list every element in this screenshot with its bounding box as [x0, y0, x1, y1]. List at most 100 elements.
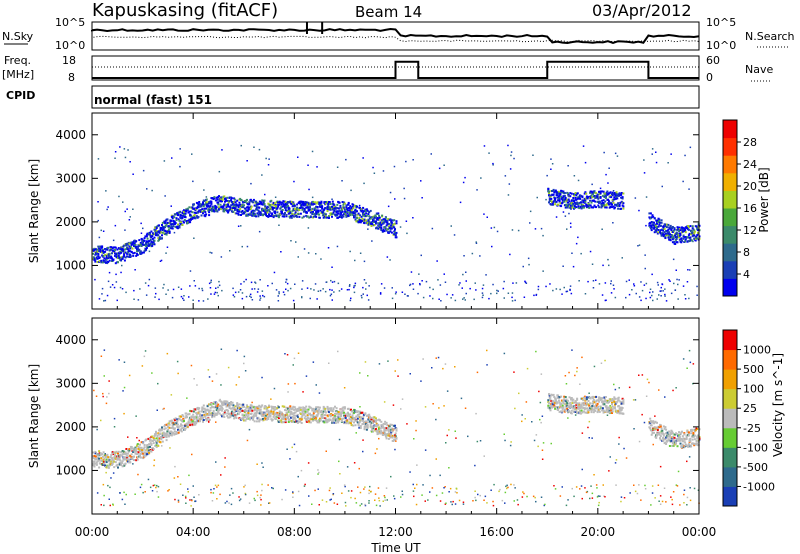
echo-cell: [271, 212, 274, 215]
echo-cell: [140, 244, 143, 247]
echo-cell: [573, 406, 576, 409]
echo-cell: [672, 235, 675, 238]
echo-cell: [221, 200, 223, 202]
echo-cell: [369, 423, 372, 426]
echo-cell: [589, 199, 591, 202]
echo-cell: [612, 190, 615, 192]
echo-cell: [372, 422, 374, 425]
echo-cell: [284, 417, 286, 419]
echo-cell: [268, 404, 270, 407]
echo-cell: [599, 192, 602, 195]
echo-cell: [347, 202, 350, 205]
echo-cell: [589, 408, 591, 411]
echo-cell: [208, 214, 211, 217]
echo-cell: [244, 408, 247, 411]
echo-cell: [232, 210, 235, 213]
echo-cell: [186, 424, 189, 427]
echo-cell: [340, 418, 343, 421]
echo-cell: [326, 420, 329, 423]
echo-cell: [579, 412, 582, 415]
echo-cell: [333, 280, 336, 283]
echo-cell: [581, 206, 584, 209]
echo-cell: [158, 298, 160, 301]
echo-cell: [326, 208, 329, 211]
echo-cell: [136, 453, 138, 456]
echo-cell: [122, 453, 125, 456]
echo-cell: [192, 416, 195, 419]
echo-cell: [595, 192, 598, 195]
echo-cell: [597, 405, 600, 408]
echo-cell: [277, 295, 279, 297]
echo-cell: [617, 396, 620, 399]
echo-cell: [309, 208, 311, 211]
echo-cell: [657, 231, 660, 234]
echo-cell: [360, 215, 363, 218]
echo-cell: [105, 258, 108, 261]
echo-cell: [230, 204, 233, 207]
freq-traces: [92, 60, 699, 79]
echo-cell: [503, 280, 505, 283]
echo-cell: [608, 408, 611, 411]
echo-cell: [665, 230, 668, 232]
echo-cell: [387, 437, 390, 440]
echo-cell: [266, 211, 269, 214]
echo-cell: [337, 210, 340, 213]
echo-cell: [678, 238, 681, 241]
echo-cell: [590, 194, 593, 197]
echo-cell: [250, 210, 253, 213]
echo-cell: [296, 413, 299, 416]
echo-cell: [612, 201, 615, 204]
echo-cell: [224, 209, 226, 211]
echo-cell: [691, 227, 694, 230]
echo-cell: [274, 418, 277, 420]
echo-cell: [315, 202, 318, 205]
echo-cell: [300, 418, 303, 421]
echo-cell: [528, 263, 530, 266]
echo-cell: [213, 401, 216, 404]
echo-cell: [253, 214, 256, 217]
echo-cell: [235, 409, 238, 412]
echo-cell: [179, 214, 182, 216]
echo-cell: [108, 464, 111, 467]
echo-cell: [611, 412, 613, 414]
echo-cell: [299, 206, 302, 209]
echo-cell: [234, 405, 237, 408]
echo-cell: [155, 441, 158, 444]
echo-cell: [138, 248, 141, 251]
echo-cell: [382, 218, 385, 221]
echo-cell: [311, 409, 314, 412]
echo-cell: [179, 210, 182, 213]
echo-cell: [190, 215, 193, 218]
noise-panel-frame: [91, 21, 700, 51]
echo-cell: [614, 197, 617, 200]
echo-cell: [158, 428, 161, 431]
echo-cell: [126, 248, 129, 251]
echo-cell: [105, 256, 108, 259]
echo-cell: [611, 398, 614, 400]
echo-cell: [180, 419, 182, 422]
echo-cell: [106, 453, 109, 456]
echo-cell: [145, 245, 148, 248]
echo-cell: [126, 252, 129, 255]
echo-cell: [604, 400, 607, 403]
echo-cell: [602, 264, 604, 267]
echo-cell: [286, 202, 289, 205]
echo-cell: [342, 417, 345, 420]
echo-cell: [608, 401, 610, 403]
echo-cell: [101, 287, 104, 290]
echo-cell: [603, 195, 606, 198]
echo-cell: [682, 235, 685, 238]
echo-cell: [156, 230, 159, 233]
echo-cell: [150, 444, 153, 446]
echo-cell: [168, 231, 171, 234]
echo-cell: [240, 410, 242, 412]
echo-cell: [335, 210, 338, 213]
echo-cell: [589, 204, 592, 207]
echo-cell: [356, 417, 359, 420]
echo-cell: [375, 425, 378, 428]
echo-cell: [116, 248, 119, 251]
echo-cell: [215, 287, 217, 289]
echo-cell: [688, 297, 690, 300]
echo-cell: [126, 460, 129, 463]
echo-cell: [319, 205, 322, 208]
